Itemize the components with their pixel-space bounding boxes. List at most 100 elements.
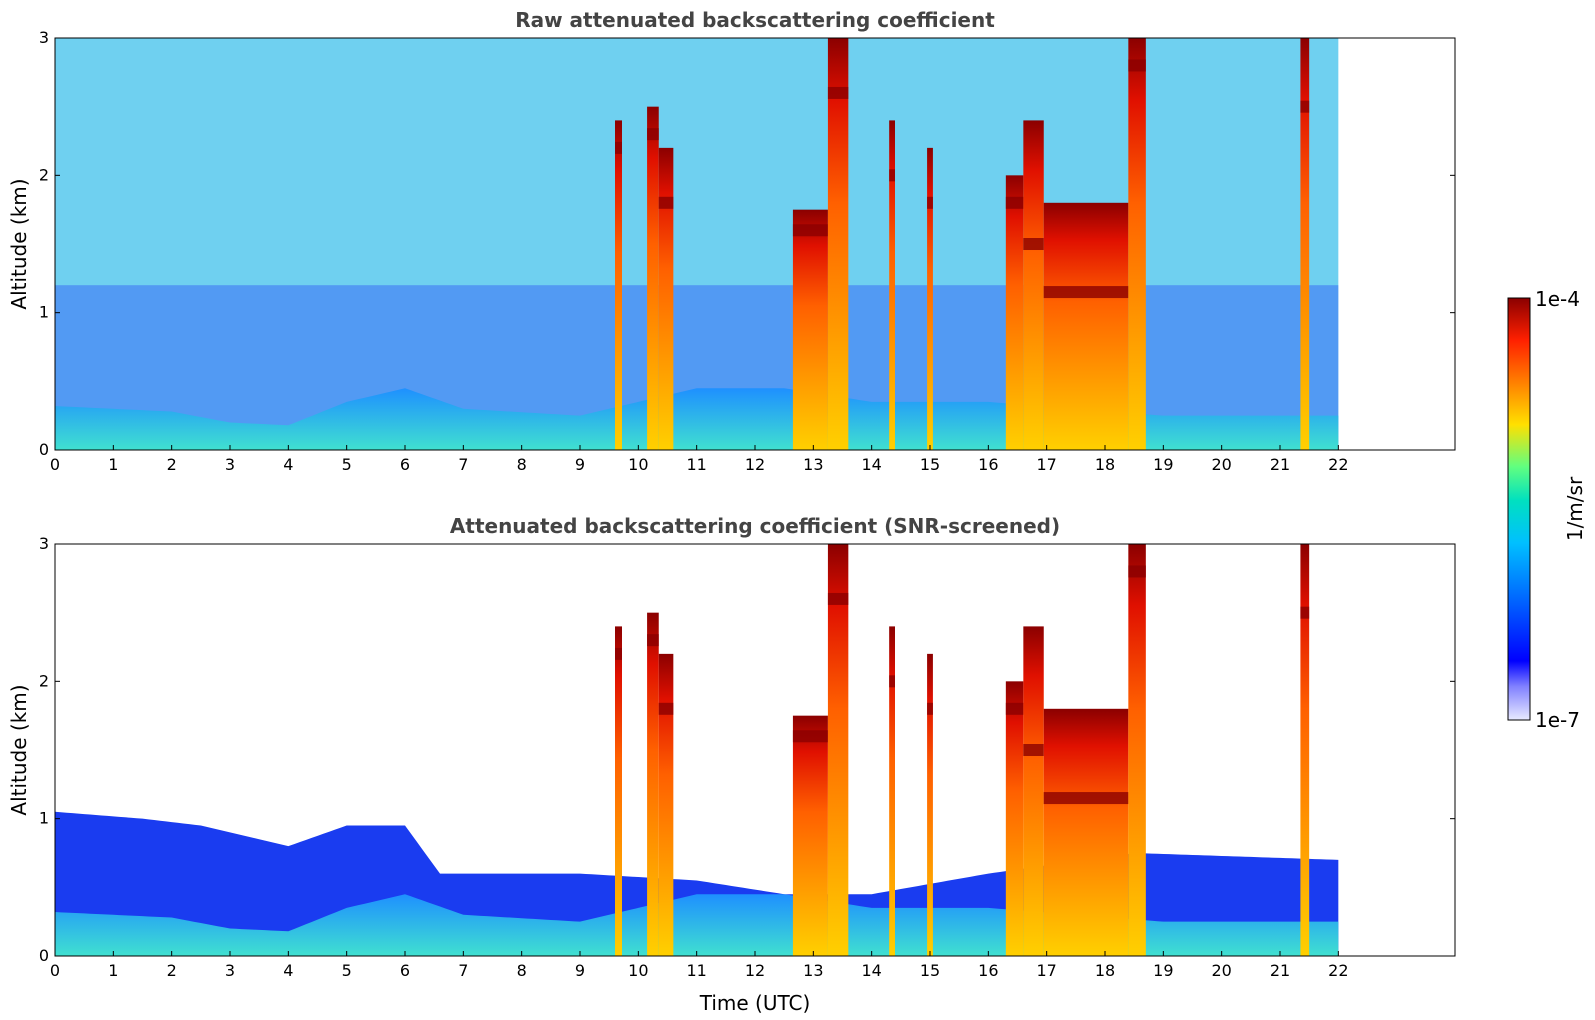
x-tick-label: 13 xyxy=(803,455,823,474)
x-tick-label: 21 xyxy=(1270,961,1290,980)
x-tick-label: 10 xyxy=(628,455,648,474)
cloud-peak-9 xyxy=(1043,286,1129,299)
y-tick-label: 0 xyxy=(39,440,49,459)
x-tick-label: 0 xyxy=(50,961,60,980)
x-tick-label: 8 xyxy=(517,961,527,980)
x-tick-label: 14 xyxy=(861,455,881,474)
x-tick-label: 6 xyxy=(400,961,410,980)
x-tick-label: 12 xyxy=(745,961,765,980)
cloud-peak-1 xyxy=(647,128,659,141)
cloud-column-8 xyxy=(1023,120,1044,450)
screened-cloud-column-5 xyxy=(889,626,895,956)
panel-screened: Attenuated backscattering coefficient (S… xyxy=(7,514,1456,1015)
cloud-column-11 xyxy=(1300,38,1310,450)
screened-cloud-column-9 xyxy=(1043,708,1129,956)
x-tick-label: 22 xyxy=(1328,455,1348,474)
cloud-column-6 xyxy=(927,147,933,450)
x-tick-label: 17 xyxy=(1036,455,1056,474)
cloud-peak-6 xyxy=(927,196,933,209)
screened-cloud-column-2 xyxy=(658,653,674,956)
panel-raw-heatmap xyxy=(55,38,1339,450)
screened-cloud-peak-4 xyxy=(827,592,849,605)
panel-screened-y-label: Altitude (km) xyxy=(7,684,31,815)
panel-raw-y-label: Altitude (km) xyxy=(7,178,31,309)
x-tick-label: 11 xyxy=(686,455,706,474)
cloud-column-1 xyxy=(647,106,659,450)
screened-cloud-column-7 xyxy=(1005,681,1024,956)
x-tick-label: 7 xyxy=(458,455,468,474)
screened-cloud-peak-10 xyxy=(1128,565,1146,578)
panel-raw-title: Raw attenuated backscattering coefficien… xyxy=(515,8,995,32)
x-tick-label: 21 xyxy=(1270,455,1290,474)
x-tick-label: 13 xyxy=(803,961,823,980)
x-tick-label: 5 xyxy=(342,455,352,474)
screened-cloud-peak-8 xyxy=(1023,744,1044,756)
y-tick-label: 3 xyxy=(39,534,49,553)
colorbar-max-label: 1e-4 xyxy=(1535,287,1580,311)
x-tick-label: 6 xyxy=(400,455,410,474)
screened-cloud-peak-9 xyxy=(1043,792,1129,805)
x-tick-label: 20 xyxy=(1211,961,1231,980)
screened-cloud-column-1 xyxy=(647,612,659,956)
screened-cloud-column-10 xyxy=(1128,544,1146,956)
x-tick-label: 17 xyxy=(1036,961,1056,980)
x-tick-label: 1 xyxy=(108,455,118,474)
x-tick-label: 11 xyxy=(686,961,706,980)
cloud-column-4 xyxy=(827,38,849,450)
x-tick-label: 0 xyxy=(50,455,60,474)
y-tick-label: 2 xyxy=(39,165,49,184)
screened-cloud-peak-3 xyxy=(792,730,828,743)
cloud-peak-2 xyxy=(658,196,674,209)
x-tick-label: 3 xyxy=(225,455,235,474)
x-tick-label: 16 xyxy=(978,455,998,474)
colorbar-scale xyxy=(1507,297,1531,721)
cloud-column-10 xyxy=(1128,38,1146,450)
cloud-peak-5 xyxy=(889,169,895,182)
screened-cloud-column-3 xyxy=(792,715,828,956)
x-tick-label: 15 xyxy=(920,455,940,474)
screened-cloud-column-8 xyxy=(1023,626,1044,956)
x-tick-label: 22 xyxy=(1328,961,1348,980)
screened-cloud-peak-1 xyxy=(647,634,659,647)
x-tick-label: 9 xyxy=(575,961,585,980)
x-tick-label: 7 xyxy=(458,961,468,980)
panel-raw: Raw attenuated backscattering coefficien… xyxy=(7,8,1456,474)
cloud-peak-0 xyxy=(615,141,622,154)
cloud-column-5 xyxy=(889,120,895,450)
x-tick-label: 10 xyxy=(628,961,648,980)
panel-screened-title: Attenuated backscattering coefficient (S… xyxy=(450,514,1060,538)
y-tick-label: 2 xyxy=(39,671,49,690)
y-tick-label: 1 xyxy=(39,303,49,322)
x-axis-label: Time (UTC) xyxy=(699,991,811,1015)
colorbar-unit-label: 1/m/sr xyxy=(1563,476,1587,541)
panel-raw-x-axis: 0 1 2 3 4 5 6 7 8 9 10 11 12 13 14 15 16 17 18 19 20 21 22 xyxy=(50,445,1349,474)
x-tick-label: 3 xyxy=(225,961,235,980)
panel-screened-x-axis: 0 1 2 3 4 5 6 7 8 9 10 11 12 13 14 15 16 17 18 19 20 21 22 xyxy=(50,951,1349,980)
x-tick-label: 20 xyxy=(1211,455,1231,474)
y-tick-label: 3 xyxy=(39,28,49,47)
x-tick-label: 14 xyxy=(861,961,881,980)
cloud-peak-7 xyxy=(1005,196,1024,209)
x-tick-label: 19 xyxy=(1153,961,1173,980)
panel-screened-y-axis: 0 1 2 3 xyxy=(39,534,1455,965)
cloud-column-0 xyxy=(615,120,622,450)
x-tick-label: 1 xyxy=(108,961,118,980)
cloud-column-7 xyxy=(1005,175,1024,450)
cloud-column-9 xyxy=(1043,202,1129,450)
y-tick-label: 1 xyxy=(39,809,49,828)
cloud-column-2 xyxy=(658,147,674,450)
x-tick-label: 5 xyxy=(342,961,352,980)
cloud-peak-3 xyxy=(792,224,828,237)
x-tick-label: 4 xyxy=(283,455,293,474)
screened-cloud-column-6 xyxy=(927,653,933,956)
x-tick-label: 12 xyxy=(745,455,765,474)
colorbar-min-label: 1e-7 xyxy=(1535,708,1580,732)
screened-cloud-peak-5 xyxy=(889,675,895,688)
screened-cloud-peak-11 xyxy=(1300,606,1310,619)
cloud-peak-11 xyxy=(1300,100,1310,113)
screened-cloud-peak-7 xyxy=(1005,702,1024,715)
x-tick-label: 16 xyxy=(978,961,998,980)
colorbar: 1e-4 1e-7 1/m/sr xyxy=(1507,287,1587,732)
cloud-peak-10 xyxy=(1128,59,1146,72)
screened-cloud-column-4 xyxy=(827,544,849,956)
